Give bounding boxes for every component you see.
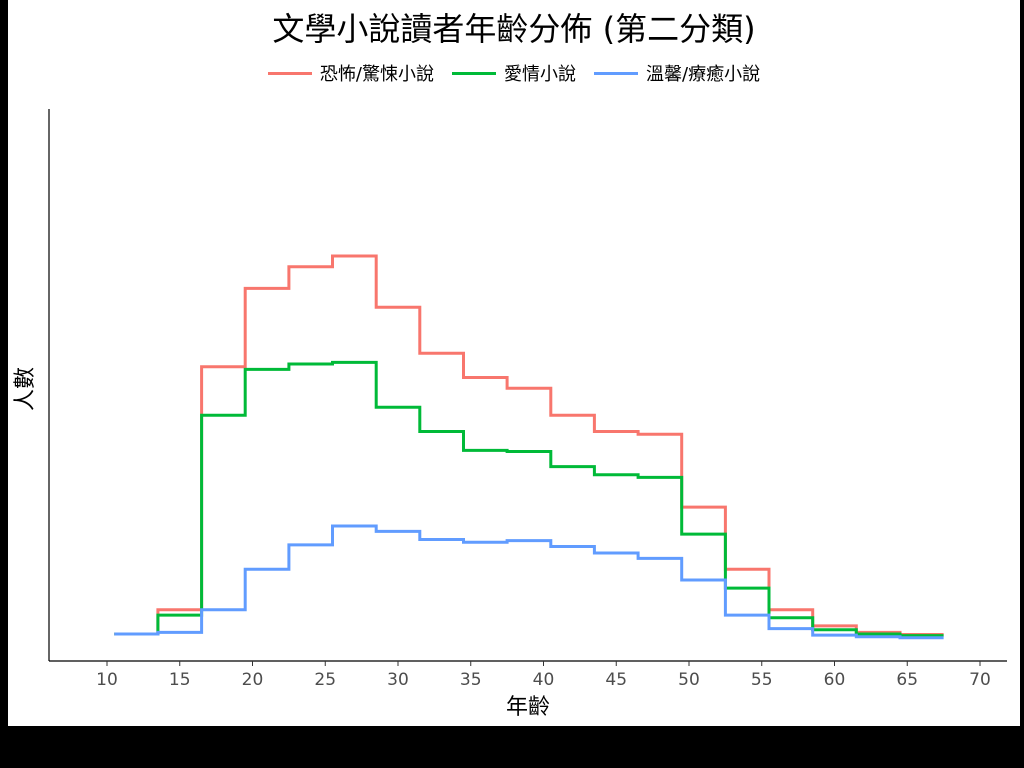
chart-title: 文學小說讀者年齡分佈 (第二分類)	[272, 10, 756, 48]
legend-swatch	[594, 71, 638, 75]
legend-label: 溫馨/療癒小說	[646, 64, 761, 85]
legend: 恐怖/驚悚小說 愛情小說 溫馨/療癒小說	[8, 60, 1020, 86]
x-tick-label: 55	[751, 670, 773, 690]
x-tick-label: 35	[460, 670, 482, 690]
x-tick-label: 25	[314, 670, 336, 690]
legend-label: 恐怖/驚悚小說	[319, 64, 434, 85]
x-tick-label: 60	[824, 670, 846, 690]
x-tick-label: 65	[896, 670, 918, 690]
legend-label: 愛情小說	[504, 64, 576, 85]
x-axis-title: 年齡	[506, 695, 550, 720]
x-tick-label: 45	[605, 670, 627, 690]
series-line-2	[114, 360, 944, 638]
series-line-3	[114, 524, 944, 640]
legend-item: 溫馨/療癒小說	[594, 60, 760, 86]
x-tick-label: 20	[242, 670, 264, 690]
y-axis-title: 人數	[13, 367, 38, 411]
x-tick-label: 50	[678, 670, 700, 690]
x-tick-label: 30	[387, 670, 409, 690]
x-tick-label: 40	[533, 670, 555, 690]
x-tick-label: 70	[969, 670, 991, 690]
x-tick-label: 15	[169, 670, 191, 690]
legend-swatch	[267, 71, 312, 75]
chart-frame: 文學小說讀者年齡分佈 (第二分類) 恐怖/驚悚小說 愛情小說 溫馨/療癒小說 10 1…	[8, 0, 1020, 726]
x-tick-label: 10	[96, 670, 118, 690]
plot-area: 10 15 20 25 30 35 40 45 50 55 60 65 70 年齡 人數	[13, 109, 1007, 720]
x-ticks: 10 15 20 25 30 35 40 45 50 55 60 65 70	[96, 661, 991, 690]
series-layer	[114, 254, 944, 640]
legend-swatch	[452, 71, 496, 75]
legend-item: 愛情小說	[452, 60, 576, 86]
legend-item: 恐怖/驚悚小說	[267, 60, 434, 86]
series-line-1	[114, 254, 944, 636]
